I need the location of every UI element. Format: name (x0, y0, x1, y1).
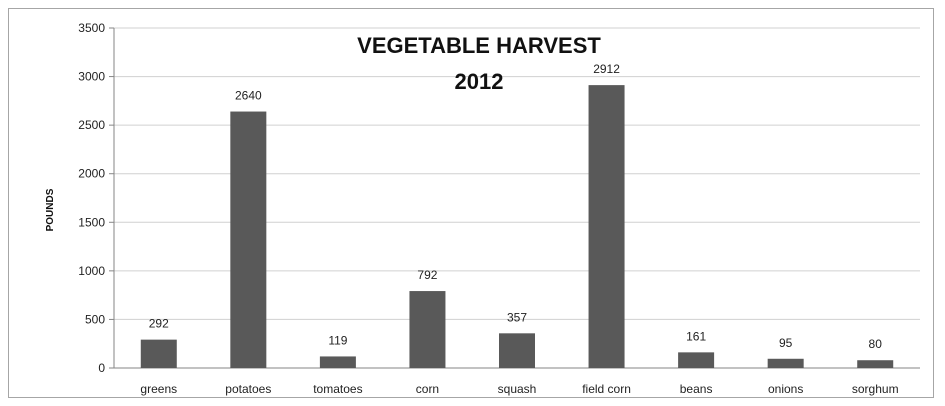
data-label: 357 (507, 310, 527, 324)
y-tick-label: 500 (85, 312, 105, 326)
bar-onions (767, 358, 804, 368)
x-tick-labels: greens potatoes tomatoes corn squash field co… (140, 382, 898, 396)
data-label: 292 (149, 317, 169, 331)
y-tick-label: 3000 (78, 70, 105, 84)
chart-frame (8, 8, 934, 398)
data-label: 95 (779, 336, 793, 350)
bar-beans (678, 352, 715, 368)
x-tick-label: corn (416, 382, 439, 396)
bar-squash (499, 333, 535, 368)
x-tick-label: beans (680, 382, 713, 396)
data-label: 119 (328, 333, 347, 347)
y-axis-title: POUNDS (45, 188, 56, 231)
data-labels: 292 2640 119 792 357 2912 161 95 80 (149, 62, 882, 351)
bar-corn (409, 291, 446, 368)
y-tick-labels: 0 500 1000 1500 2000 2500 3000 3500 (78, 21, 114, 375)
bar-tomatoes (319, 356, 356, 368)
data-label: 80 (869, 337, 883, 351)
y-tick-label: 2000 (78, 167, 105, 181)
bar-field-corn (588, 85, 625, 369)
bar-sorghum (857, 360, 894, 368)
x-tick-label: greens (140, 382, 177, 396)
y-tick-label: 1000 (78, 264, 105, 278)
x-tick-label: squash (498, 382, 537, 396)
x-tick-label: sorghum (852, 382, 899, 396)
chart-title-line2: 2012 (455, 69, 504, 94)
bars (140, 85, 894, 369)
chart-title-line1: VEGETABLE HARVEST (357, 33, 601, 58)
x-tick-label: potatoes (225, 382, 271, 396)
bar-potatoes (230, 111, 267, 369)
y-tick-label: 3500 (78, 21, 105, 35)
y-tick-label: 0 (98, 361, 105, 375)
y-tick-label: 1500 (78, 215, 105, 229)
y-tick-label: 2500 (78, 118, 105, 132)
x-tick-label: field corn (582, 382, 631, 396)
data-label: 792 (417, 268, 437, 282)
data-label: 161 (686, 329, 706, 343)
data-label: 2912 (593, 62, 620, 76)
data-label: 2640 (235, 89, 262, 103)
bar-greens (140, 339, 177, 368)
x-tick-label: onions (768, 382, 803, 396)
x-tick-label: tomatoes (313, 382, 362, 396)
